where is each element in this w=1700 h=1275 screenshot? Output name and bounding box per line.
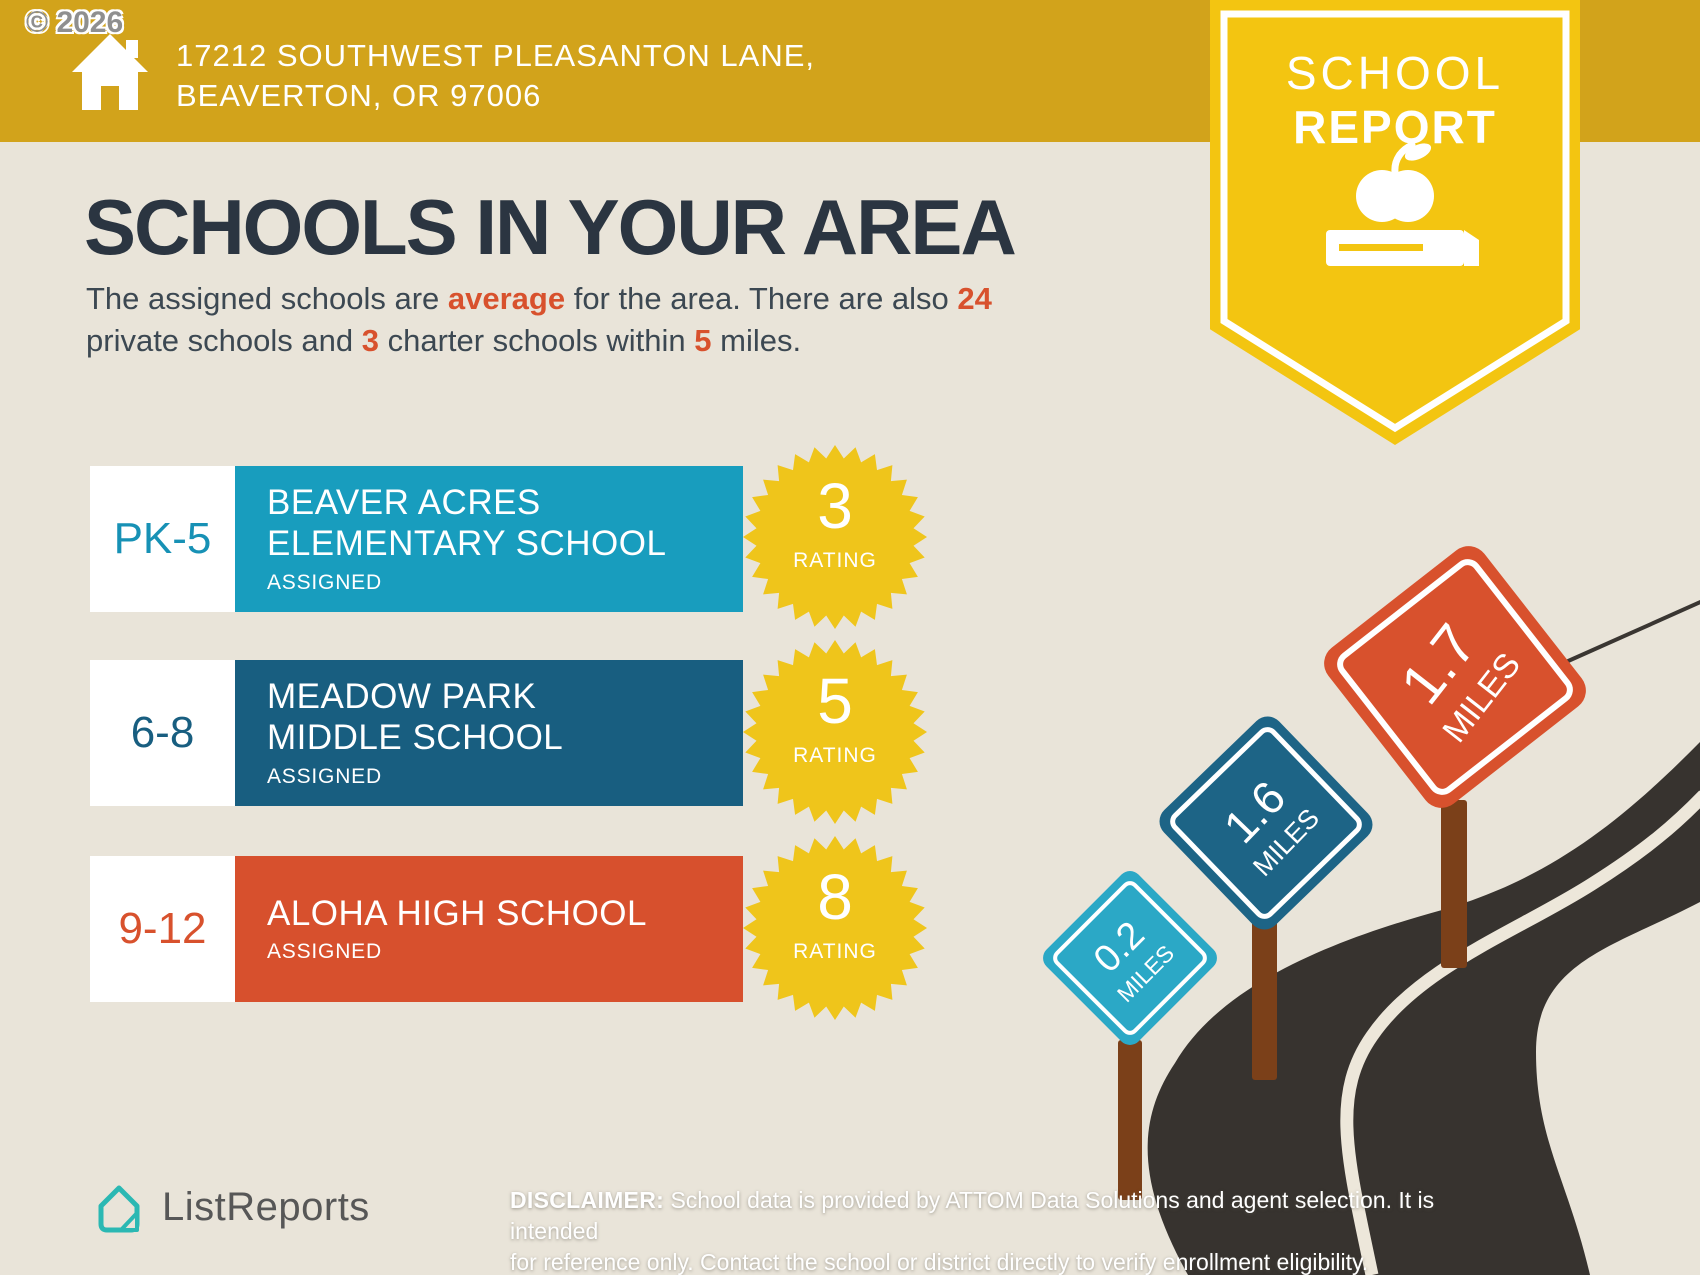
rating-label: RATING: [793, 940, 877, 963]
school-report-badge: SCHOOL REPORT: [1210, 0, 1580, 445]
starburst-shape: [743, 445, 927, 629]
subtitle-highlight-average: average: [447, 281, 566, 316]
school-name: ALOHA HIGH SCHOOL: [267, 893, 647, 933]
listreports-house-icon: [98, 1185, 140, 1233]
school-bar: ALOHA HIGH SCHOOL ASSIGNED: [235, 856, 743, 1002]
starburst-shape: [743, 640, 927, 824]
subtitle-highlight-miles: 5: [694, 323, 712, 359]
badge-line2: REPORT: [1293, 101, 1497, 153]
signpost: [1252, 920, 1277, 1080]
school-name: BEAVER ACRES ELEMENTARY SCHOOL: [267, 483, 667, 563]
subtitle-highlight-private-count: 24: [957, 281, 992, 316]
school-status: ASSIGNED: [267, 764, 382, 788]
rating-label: RATING: [793, 744, 877, 767]
apple-on-book-icon: [1326, 141, 1479, 266]
rating-value: 3: [817, 470, 853, 542]
disclaimer-line2: for reference only. Contact the school o…: [510, 1249, 1369, 1275]
subtitle-text: charter schools within: [378, 323, 695, 359]
grade-range-badge: PK-5: [90, 466, 235, 612]
badge-inner-trim: [1220, 10, 1570, 433]
rating-value: 5: [817, 665, 853, 737]
distance-sign-middle: 1.6 MILES: [1152, 709, 1380, 937]
subtitle-text: for the area. There are also: [565, 281, 958, 316]
subtitle-highlight-charter-count: 3: [361, 323, 379, 359]
starburst-shape: [743, 836, 927, 1020]
rating-starburst-high: 8 RATING: [743, 836, 927, 1020]
subtitle: The assigned schools are average for the…: [86, 278, 1091, 362]
copyright-watermark: © 2026: [26, 6, 124, 39]
school-row-elementary: PK-5 BEAVER ACRES ELEMENTARY SCHOOL ASSI…: [90, 466, 870, 612]
disclaimer-line1: School data is provided by ATTOM Data So…: [510, 1187, 1435, 1245]
grade-range-badge: 9-12: [90, 856, 235, 1002]
subtitle-text: private schools and: [86, 323, 362, 359]
wire-line: [1547, 600, 1700, 672]
school-status: ASSIGNED: [267, 570, 382, 594]
badge-line1: SCHOOL: [1285, 47, 1505, 99]
badge-title: SCHOOL REPORT: [1210, 46, 1580, 154]
disclaimer: DISCLAIMER: School data is provided by A…: [510, 1185, 1510, 1275]
school-bar: MEADOW PARK MIDDLE SCHOOL ASSIGNED: [235, 660, 743, 806]
listreports-wordmark: ListReports: [162, 1184, 370, 1229]
distance-sign-high: 1.7 MILES: [1316, 538, 1594, 816]
rating-value: 8: [817, 861, 853, 933]
road-lane-line: [1340, 790, 1700, 1275]
distance-sign-elementary: 0.2 MILES: [1038, 866, 1222, 1050]
school-row-middle: 6-8 MEADOW PARK MIDDLE SCHOOL ASSIGNED: [90, 660, 870, 806]
subtitle-text: The assigned schools are: [86, 281, 448, 316]
rating-starburst-middle: 5 RATING: [743, 640, 927, 824]
listreports-logo: ListReports: [90, 1180, 370, 1234]
school-name: MEADOW PARK MIDDLE SCHOOL: [267, 677, 564, 757]
school-bar: BEAVER ACRES ELEMENTARY SCHOOL ASSIGNED: [235, 466, 743, 612]
road-surface: [1147, 742, 1700, 1275]
school-row-high: 9-12 ALOHA HIGH SCHOOL ASSIGNED: [90, 856, 870, 1002]
subtitle-text: miles.: [711, 323, 802, 359]
signpost: [1118, 1040, 1142, 1200]
grade-range-badge: 6-8: [90, 660, 235, 806]
school-status: ASSIGNED: [267, 940, 382, 964]
signpost: [1441, 800, 1467, 968]
page-title: SCHOOLS IN YOUR AREA: [84, 183, 1017, 271]
rating-label: RATING: [793, 549, 877, 572]
rating-starburst-elementary: 3 RATING: [743, 445, 927, 629]
property-address: 17212 SOUTHWEST PLEASANTON LANE, BEAVERT…: [176, 38, 816, 114]
disclaimer-label: DISCLAIMER:: [510, 1187, 665, 1213]
home-icon: [70, 30, 150, 117]
